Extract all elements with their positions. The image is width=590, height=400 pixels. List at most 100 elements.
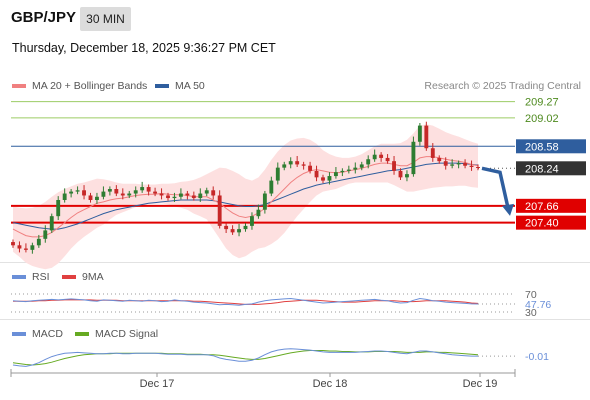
macd-current-label: -0.01 <box>525 351 549 363</box>
level-label-resistance-2: 209.27 <box>525 97 559 109</box>
candle <box>43 225 48 243</box>
candle <box>333 167 338 179</box>
level-label-last-price: 208.24 <box>525 163 559 175</box>
candle <box>101 186 106 200</box>
candle <box>340 168 345 177</box>
candle-body <box>178 193 183 197</box>
candle <box>56 196 61 221</box>
rsi-swatch <box>12 275 26 279</box>
candle <box>23 243 28 253</box>
legend-macd-label: MACD <box>32 328 63 340</box>
candle <box>11 239 15 248</box>
candle-body <box>120 193 125 196</box>
rsi-line <box>12 297 479 306</box>
candle <box>430 143 435 162</box>
candle-body <box>372 154 377 160</box>
level-label-bg-support-2 <box>516 215 586 230</box>
candle-body <box>30 245 35 250</box>
candle-body <box>437 157 442 162</box>
level-label-bg-pivot <box>516 139 586 154</box>
legend-rsi: RSI <box>12 271 50 283</box>
candle-body <box>417 125 422 142</box>
candle-body <box>140 187 145 191</box>
candle-body <box>269 180 274 194</box>
legend-ma20-label: MA 20 + Bollinger Bands <box>32 80 148 92</box>
candle <box>379 152 384 162</box>
candle-body <box>456 163 461 165</box>
candle <box>463 159 468 169</box>
x-tick-label: Dec 19 <box>463 378 498 390</box>
candle <box>107 186 112 196</box>
rsi-ma-swatch <box>62 275 76 279</box>
candle-body <box>385 157 390 162</box>
timeframe-button[interactable]: 30 MIN <box>80 7 131 31</box>
candle <box>211 186 216 200</box>
legend-ma20: MA 20 + Bollinger Bands <box>12 80 147 92</box>
candle-body <box>476 167 480 168</box>
candle-body <box>243 225 248 230</box>
candle-body <box>114 189 119 194</box>
candle <box>346 165 351 174</box>
candle-body <box>430 148 435 158</box>
candle <box>224 223 229 233</box>
candle-body <box>17 245 22 249</box>
candle <box>353 162 358 174</box>
candle <box>269 176 274 197</box>
candle <box>30 242 35 254</box>
candle-body <box>75 190 80 192</box>
candle <box>185 190 190 200</box>
candle <box>437 155 442 164</box>
candle <box>450 159 455 169</box>
level-label-resistance-1: 209.02 <box>525 113 559 125</box>
research-credit: Research © 2025 Trading Central <box>424 80 581 92</box>
candle <box>417 123 422 146</box>
candle-body <box>204 190 209 194</box>
candle-body <box>288 161 293 165</box>
candle <box>159 188 164 200</box>
pair-title: GBP/JPY <box>11 9 77 26</box>
candle-body <box>198 193 203 199</box>
ma20-line <box>12 156 479 238</box>
candle <box>49 213 54 233</box>
candle-body <box>275 167 280 181</box>
candle <box>230 225 235 235</box>
candle <box>424 121 429 151</box>
legend-ma50-label: MA 50 <box>175 80 205 92</box>
candle-body <box>295 161 300 165</box>
candle <box>256 204 261 219</box>
candle-body <box>166 195 170 199</box>
candle-body <box>49 216 54 231</box>
candle-body <box>353 167 358 170</box>
candle-body <box>359 164 364 168</box>
legend-rsi-label: RSI <box>32 271 50 283</box>
candle-body <box>469 165 474 167</box>
candle-body <box>398 170 403 178</box>
legend-rsi-ma: 9MA <box>62 271 104 283</box>
candle-body <box>159 193 164 196</box>
candle-body <box>230 229 235 233</box>
macd-line <box>12 348 478 367</box>
candle-body <box>450 164 455 166</box>
candle <box>172 192 177 202</box>
chart-datetime: Thursday, December 18, 2025 9:36:27 PM C… <box>12 41 276 55</box>
candle <box>275 162 280 185</box>
candle-body <box>224 225 229 230</box>
candle <box>385 154 390 164</box>
candle <box>204 187 209 197</box>
candle-body <box>346 169 351 171</box>
candle-body <box>95 196 99 200</box>
candle <box>288 157 293 169</box>
candle-body <box>127 193 132 196</box>
candle-body <box>262 193 267 210</box>
macd-signal-swatch <box>75 332 89 336</box>
candle <box>127 190 132 199</box>
candle-body <box>443 161 448 166</box>
candle-body <box>43 230 48 239</box>
candle <box>411 136 416 177</box>
legend-ma50: MA 50 <box>155 80 205 92</box>
rsi-level-label-70: 70 <box>525 289 537 301</box>
level-label-bg-last-price <box>516 161 586 176</box>
candle <box>308 161 313 174</box>
candle <box>69 189 74 198</box>
